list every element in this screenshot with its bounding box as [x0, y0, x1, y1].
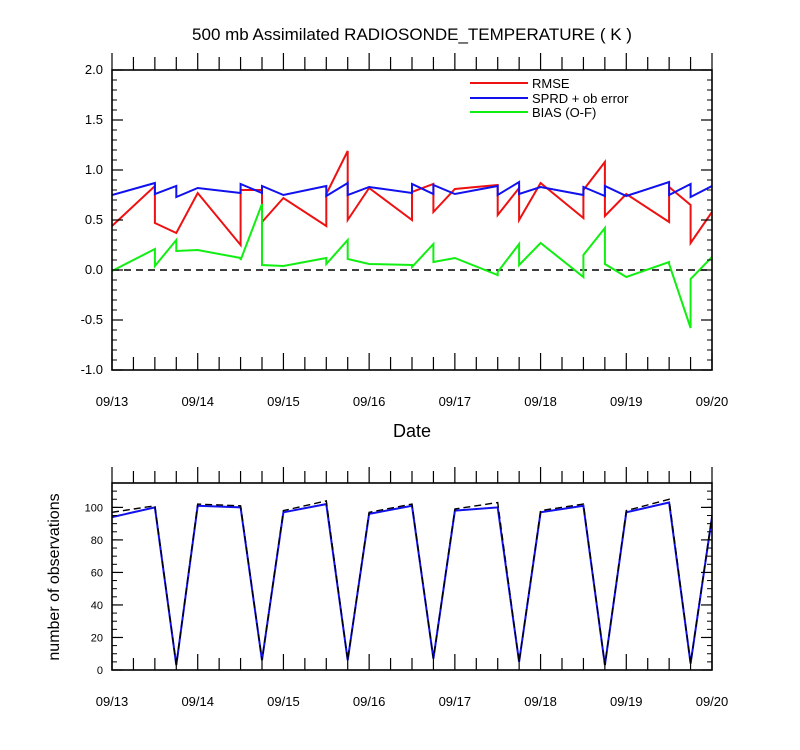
- y-tick-label: 80: [91, 535, 103, 547]
- x-tick-label: 09/14: [181, 394, 214, 409]
- y-tick-label: 1.0: [85, 162, 103, 177]
- chart-title: 500 mb Assimilated RADIOSONDE_TEMPERATUR…: [192, 25, 632, 44]
- series-line-possible: [112, 498, 712, 666]
- x-tick-label: 09/17: [439, 394, 472, 409]
- y-tick-label: 0.0: [85, 262, 103, 277]
- y-tick-label: 20: [91, 632, 103, 644]
- bottom-chart-marks: 0 20 40 60 80 100 09/13 09/14 09/15 09/16 09/17 09/…: [85, 467, 729, 709]
- y-tick-label: 1.5: [85, 112, 103, 127]
- x-tick-label: 09/14: [181, 694, 214, 709]
- top-chart-marks: -1.0 -0.5 0.0 0.5 1.0 1.5 2.0 09/13 09/14 09/15 09…: [81, 53, 729, 409]
- y-tick-label: 2.0: [85, 62, 103, 77]
- series-line-bias-o-f: [112, 203, 712, 329]
- x-tick-label: 09/16: [353, 394, 386, 409]
- x-axis-label: Date: [393, 421, 431, 441]
- x-tick-label: 09/19: [610, 694, 643, 709]
- x-tick-label: 09/16: [353, 694, 386, 709]
- x-tick-label: 09/13: [96, 694, 129, 709]
- legend-label-bias: BIAS (O-F): [532, 105, 596, 120]
- x-tick-label: 09/15: [267, 694, 300, 709]
- series-line-rmse: [112, 150, 712, 248]
- x-tick-label: 09/15: [267, 394, 300, 409]
- y-tick-label: 60: [91, 567, 103, 579]
- legend: RMSE SPRD + ob error BIAS (O-F): [470, 76, 629, 120]
- series-line-assimilated: [112, 501, 712, 666]
- x-tick-label: 09/20: [696, 394, 729, 409]
- x-tick-label: 09/20: [696, 694, 729, 709]
- x-tick-label: 09/19: [610, 394, 643, 409]
- top-chart: 500 mb Assimilated RADIOSONDE_TEMPERATUR…: [81, 25, 729, 441]
- y-tick-label: 0.5: [85, 212, 103, 227]
- y-axis-label: number of observations: [46, 493, 63, 660]
- y-tick-label: 100: [85, 502, 103, 514]
- x-tick-label: 09/18: [524, 694, 557, 709]
- bottom-chart: 0 20 40 60 80 100 09/13 09/14 09/15 09/16 09/17 09/…: [46, 467, 728, 709]
- y-tick-label: -0.5: [81, 312, 103, 327]
- x-tick-label: 09/13: [96, 394, 129, 409]
- x-tick-label: 09/18: [524, 394, 557, 409]
- y-tick-label: -1.0: [81, 362, 103, 377]
- series-group: [112, 498, 712, 666]
- legend-label-rmse: RMSE: [532, 76, 570, 91]
- series-line-sprd-ob-error: [112, 180, 712, 199]
- x-tick-label: 09/17: [439, 694, 472, 709]
- y-tick-label: 0: [97, 665, 103, 677]
- legend-label-sprd: SPRD + ob error: [532, 91, 629, 106]
- series-group: [112, 150, 712, 329]
- y-tick-label: 40: [91, 600, 103, 612]
